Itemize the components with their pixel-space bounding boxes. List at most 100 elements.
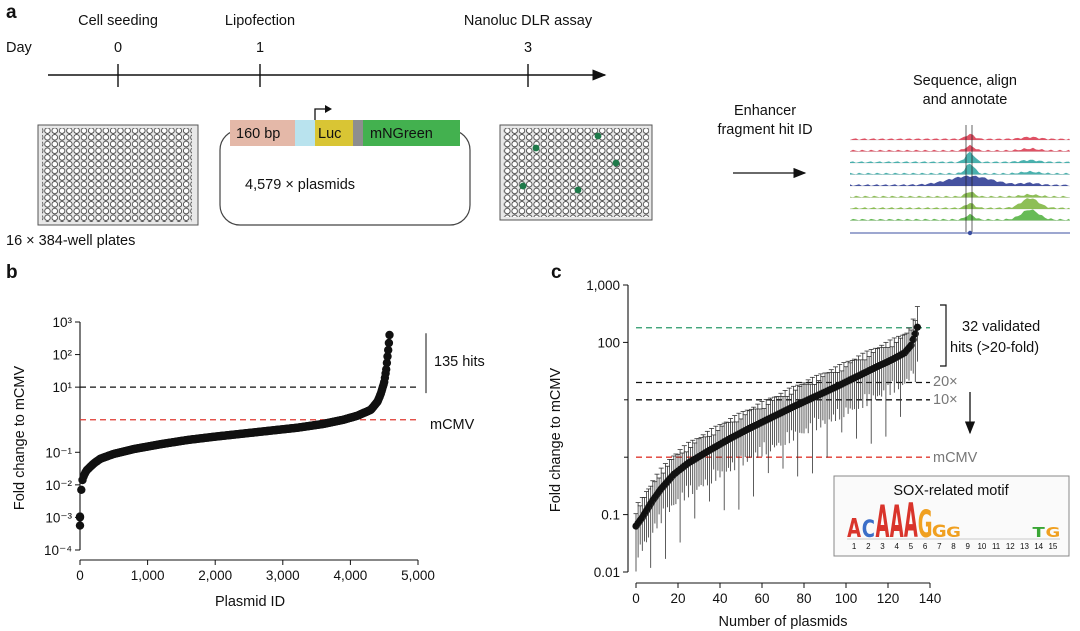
motif-position-label: 14 <box>1034 542 1043 551</box>
day-0: 0 <box>114 40 122 56</box>
track-signal <box>850 144 1070 152</box>
panel-c: c 0.01 0.1 100 1,000 0 20 40 60 80 100 120 140 32 v… <box>548 262 1070 630</box>
data-point <box>383 352 392 361</box>
promoter-arrow-icon <box>314 108 327 120</box>
x-tick-label: 2,000 <box>198 568 232 583</box>
panel-c-20x-label: 20× <box>933 374 958 390</box>
data-point <box>382 365 391 374</box>
align-label-line1: Sequence, align <box>913 73 1017 89</box>
x-tick-label: 40 <box>712 591 727 606</box>
y-tick-label: 0.1 <box>601 508 620 523</box>
motif-position-label: 15 <box>1048 542 1057 551</box>
y-tick-label: 10⁻² <box>45 478 72 493</box>
day-label: Day <box>6 40 33 56</box>
track-signal <box>850 163 1070 175</box>
panel-b: b 10⁻⁴ 10⁻³ 10⁻² 10⁻¹ 10¹ 10² 10³ 0 1,000 2,000 3,… <box>6 262 485 610</box>
motif-position-label: 11 <box>992 542 1001 551</box>
construct-seg-luc: Luc <box>318 126 341 142</box>
y-tick-label: 10³ <box>52 315 72 330</box>
motif-letter: G <box>946 524 961 541</box>
x-tick-label: 140 <box>919 591 942 606</box>
motif-position-label: 10 <box>977 542 986 551</box>
data-point <box>382 358 392 368</box>
panel-c-data <box>632 306 922 572</box>
panel-c-xlabel: Number of plasmids <box>719 614 848 630</box>
data-point <box>384 338 394 348</box>
gene-marker <box>967 230 973 236</box>
x-tick-label: 120 <box>877 591 900 606</box>
plates-label: 16 × 384-well plates <box>6 233 135 249</box>
motif-position-label: 9 <box>965 542 970 551</box>
track-signal <box>850 191 1070 198</box>
motif-letter: A <box>890 496 904 548</box>
x-tick-label: 0 <box>632 591 640 606</box>
align-label-line2: and annotate <box>923 92 1008 108</box>
motif-position-label: 3 <box>880 542 885 551</box>
x-tick-label: 20 <box>670 591 685 606</box>
y-tick-label: 10² <box>52 348 72 363</box>
track-signal <box>850 198 1070 209</box>
x-tick-label: 4,000 <box>334 568 368 583</box>
panel-b-letter: b <box>6 262 18 283</box>
panel-c-10x-label: 10× <box>933 392 958 408</box>
motif-letter: C <box>862 516 875 543</box>
track-signal <box>850 209 1070 221</box>
data-point <box>385 330 394 340</box>
well-plate-right <box>499 124 653 221</box>
data-point <box>913 323 922 331</box>
plasmid-count-label: 4,579 × plasmids <box>245 177 355 193</box>
y-tick-label: 0.01 <box>594 565 620 580</box>
event-cell-seeding: Cell seeding <box>78 13 158 29</box>
event-lipofection: Lipofection <box>225 13 295 29</box>
panel-c-hits-label-line2: hits (>20-fold) <box>950 340 1039 356</box>
track-signal <box>850 133 1070 140</box>
x-tick-label: 0 <box>76 568 84 583</box>
motif-letter: A <box>876 496 890 548</box>
panel-a-letter: a <box>6 2 17 23</box>
motif-letter: T <box>1033 524 1046 540</box>
construct-seg-mngreen: mNGreen <box>370 126 433 142</box>
motif-position-label: 2 <box>866 542 871 551</box>
y-tick-label: 10⁻¹ <box>45 445 72 460</box>
x-tick-label: 100 <box>835 591 858 606</box>
motif-letter: A <box>904 495 918 549</box>
motif-title: SOX-related motif <box>893 483 1009 499</box>
y-tick-label: 10¹ <box>52 380 72 395</box>
motif-position-label: 4 <box>894 542 899 551</box>
motif-letter: G <box>932 523 947 542</box>
motif-position-label: 6 <box>923 542 928 551</box>
plasmid-diagram: 160 bp Luc mNGreen 4,579 × plasmids <box>219 105 471 226</box>
panel-b-data <box>75 330 394 530</box>
panel-b-hits-label: 135 hits <box>434 354 485 370</box>
panel-c-hits-label-line1: 32 validated <box>962 319 1040 335</box>
panel-c-axes: 0.01 0.1 100 1,000 0 20 40 60 80 100 120 140 <box>586 278 941 606</box>
motif-position-label: 13 <box>1020 542 1029 551</box>
motif-letter: G <box>1046 524 1061 540</box>
data-point <box>77 485 86 494</box>
genome-tracks <box>850 125 1070 236</box>
y-tick-label: 1,000 <box>586 278 620 293</box>
panel-b-xlabel: Plasmid ID <box>215 594 285 610</box>
event-assay: Nanoluc DLR assay <box>464 13 593 29</box>
y-tick-label: 10⁻³ <box>45 510 72 525</box>
x-tick-label: 1,000 <box>131 568 165 583</box>
data-point-outlier <box>75 521 85 530</box>
day-3: 3 <box>524 40 532 56</box>
hit-id-label-line1: Enhancer <box>734 103 796 119</box>
well-plate-left <box>37 124 199 226</box>
track-signal <box>850 175 1070 186</box>
panel-c-letter: c <box>551 262 562 283</box>
motif-letter: A <box>847 514 862 544</box>
day-1: 1 <box>256 40 264 56</box>
x-tick-label: 60 <box>754 591 769 606</box>
data-point <box>911 330 919 338</box>
panel-b-axes: 10⁻⁴ 10⁻³ 10⁻² 10⁻¹ 10¹ 10² 10³ 0 1,000 2,000 3,00… <box>44 315 435 583</box>
panel-a: a Day Cell seeding Lipofection Nanoluc D… <box>6 2 1070 249</box>
track-signal <box>850 151 1070 163</box>
y-tick-label: 10⁻⁴ <box>44 543 72 558</box>
motif-position-label: 7 <box>937 542 942 551</box>
construct-seg-160bp: 160 bp <box>236 126 280 142</box>
